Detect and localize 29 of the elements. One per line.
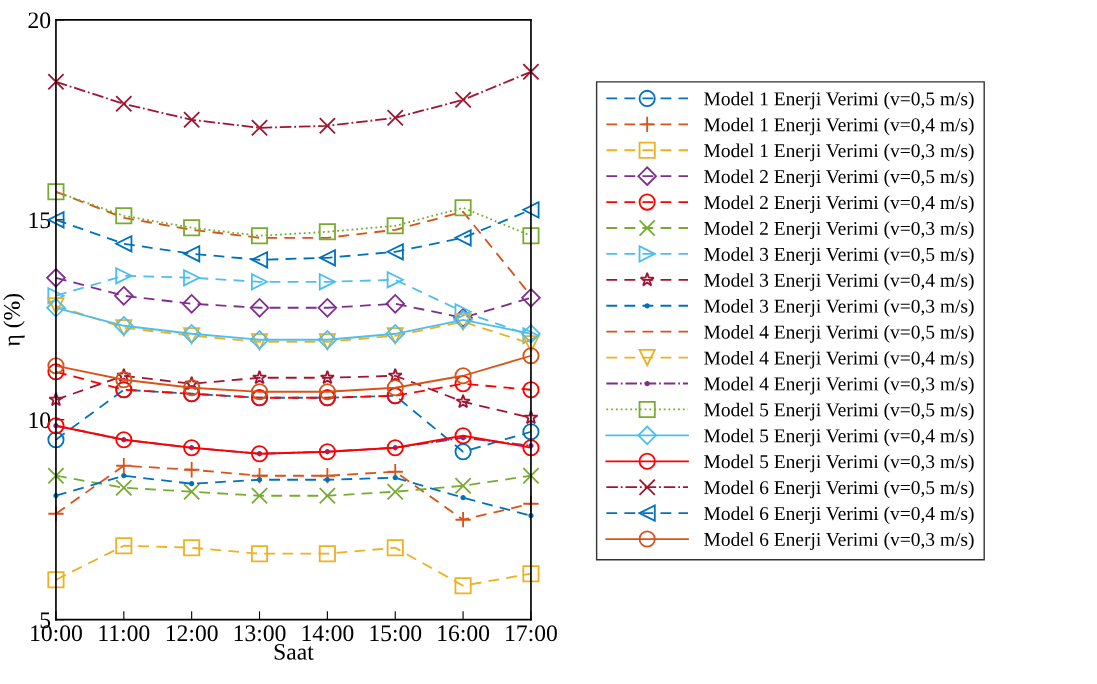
- legend-label: Model 2 Enerji Verimi (v=0,5 m/s): [704, 169, 974, 188]
- y-tick-label: 15: [29, 212, 51, 229]
- legend-label: Model 5 Enerji Verimi (v=0,3 m/s): [704, 454, 974, 473]
- legend-label: Model 5 Enerji Verimi (v=0,5 m/s): [704, 402, 974, 421]
- legend-label: Model 4 Enerji Verimi (v=0,5 m/s): [704, 325, 974, 343]
- legend-label: Model 6 Enerji Verimi (v=0,5 m/s): [704, 480, 974, 499]
- x-tick-label: 13:00: [234, 625, 286, 642]
- legend-label: Model 3 Enerji Verimi (v=0,5 m/s): [704, 247, 974, 265]
- legend-label: Model 1 Enerji Verimi (v=0,3 m/s): [704, 143, 974, 162]
- legend-label: Model 6 Enerji Verimi (v=0,3 m/s): [704, 532, 974, 550]
- legend-label: Model 3 Enerji Verimi (v=0,4 m/s): [704, 273, 974, 291]
- x-axis-title: Saat: [274, 643, 314, 660]
- legend-label: Model 1 Enerji Verimi (v=0,5 m/s): [704, 91, 974, 110]
- legend-label: Model 3 Enerji Verimi (v=0,3 m/s): [704, 299, 974, 317]
- x-tick-label: 15:00: [370, 625, 422, 642]
- legend-label: Model 4 Enerji Verimi (v=0,3 m/s): [704, 376, 974, 395]
- x-tick-label: 16:00: [438, 625, 490, 642]
- x-tick-label: 12:00: [166, 625, 218, 642]
- legend-label: Model 6 Enerji Verimi (v=0,4 m/s): [704, 506, 974, 525]
- x-tick-label: 14:00: [302, 625, 354, 642]
- legend-label: Model 2 Enerji Verimi (v=0,3 m/s): [704, 221, 974, 239]
- legend-label: Model 2 Enerji Verimi (v=0,4 m/s): [704, 195, 974, 214]
- y-tick-label: 20: [28, 12, 51, 29]
- y-axis-title: η (%): [3, 293, 25, 347]
- x-tick-label: 11:00: [99, 625, 150, 642]
- legend-label: Model 4 Enerji Verimi (v=0,4 m/s): [704, 350, 974, 369]
- x-tick-label: 17:00: [506, 625, 557, 642]
- legend-label: Model 1 Enerji Verimi (v=0,4 m/s): [704, 117, 974, 136]
- legend-label: Model 5 Enerji Verimi (v=0,4 m/s): [704, 428, 974, 447]
